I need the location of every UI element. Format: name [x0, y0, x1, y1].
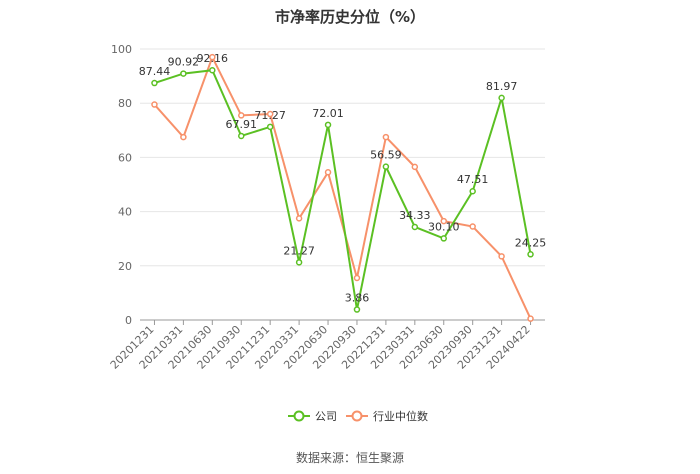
data-point	[295, 259, 303, 266]
data-point	[411, 163, 419, 171]
data-point	[266, 123, 274, 131]
data-point	[151, 101, 158, 108]
data-label: 47.51	[457, 173, 489, 186]
data-point	[266, 110, 274, 118]
y-tick-label: 100	[111, 43, 132, 56]
legend-marker	[351, 410, 363, 422]
data-point	[411, 223, 419, 231]
data-label: 56.59	[370, 149, 402, 162]
data-point	[382, 133, 390, 141]
data-point	[180, 70, 187, 77]
data-point	[209, 53, 216, 61]
y-tick-label: 80	[118, 97, 132, 110]
y-tick-label: 20	[118, 260, 132, 273]
data-point	[238, 112, 245, 119]
data-point	[469, 223, 476, 230]
data-label: 87.44	[139, 65, 171, 78]
series-line-company	[154, 69, 532, 310]
data-point	[353, 274, 361, 282]
data-point	[324, 169, 332, 176]
data-label: 81.97	[486, 80, 518, 93]
data-point	[498, 94, 505, 102]
legend-marker	[293, 410, 305, 422]
data-point	[353, 306, 361, 313]
legend-label: 公司	[315, 410, 337, 423]
series-line-industry-median	[153, 54, 532, 320]
data-point	[527, 315, 534, 322]
data-label: 72.01	[312, 107, 344, 120]
y-tick-label: 40	[118, 206, 132, 219]
data-point	[469, 187, 476, 195]
chart-title: 市净率历史分位（%）	[274, 8, 426, 26]
data-label: 3.86	[345, 292, 370, 305]
data-point	[209, 66, 216, 74]
data-label: 21.27	[283, 244, 315, 257]
data-point	[498, 253, 505, 260]
data-label: 90.92	[168, 56, 200, 69]
data-source: 数据来源：恒生聚源	[295, 451, 404, 465]
data-point	[440, 235, 447, 242]
data-point	[324, 121, 332, 129]
data-point	[382, 163, 390, 170]
data-label: 92.16	[197, 52, 229, 65]
data-point	[238, 132, 245, 140]
data-point	[527, 251, 534, 258]
y-tick-label: 0	[125, 314, 132, 327]
legend-label: 行业中位数	[373, 409, 428, 423]
data-label: 24.25	[515, 236, 547, 249]
data-point	[440, 217, 447, 225]
data-label: 34.33	[399, 209, 431, 222]
data-label: 67.91	[226, 118, 258, 131]
data-point	[180, 133, 187, 141]
data-point	[295, 215, 303, 222]
data-label: 30.10	[428, 220, 460, 233]
data-label: 71.27	[254, 109, 286, 122]
data-point	[151, 79, 158, 87]
y-tick-label: 60	[118, 151, 132, 164]
